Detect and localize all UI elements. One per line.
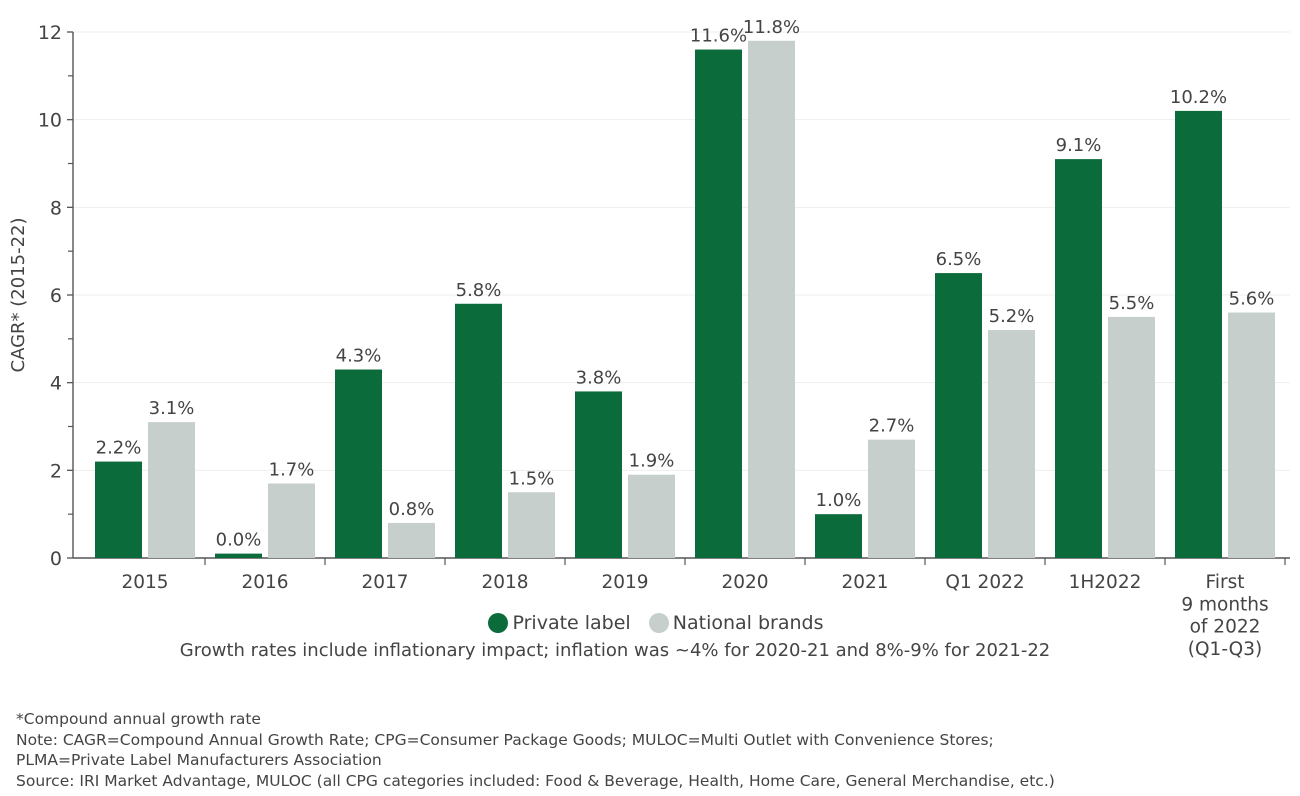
bar-private-label	[95, 461, 142, 558]
bar-national-brands	[748, 40, 795, 559]
data-label: 0.0%	[216, 530, 262, 551]
data-label: 11.8%	[743, 17, 800, 38]
bar-private-label	[335, 369, 382, 558]
legend-swatch-national-brands	[648, 612, 669, 633]
bar-private-label	[1175, 110, 1222, 559]
data-label: 5.5%	[1109, 293, 1155, 314]
data-label: 4.3%	[336, 346, 382, 367]
footnote: Source: IRI Market Advantage, MULOC (all…	[16, 771, 1055, 790]
x-tick-label: 2016	[241, 572, 288, 593]
bar-chart: 0 2 4 6 8 10 12 CAGR* (2015-22) 2.2% 3.1% 2015 0.0%…	[8, 17, 1290, 660]
bar-national-brands	[1228, 312, 1275, 558]
data-label: 1.9%	[629, 451, 675, 472]
legend-label-national-brands: National brands	[672, 611, 824, 634]
legend: Private label National brands	[0, 611, 1300, 634]
x-tick-label: 2015	[121, 572, 168, 593]
y-tick-label: 2	[50, 460, 62, 482]
bar-national-brands	[988, 330, 1035, 558]
data-label: 1.7%	[269, 459, 315, 480]
footnote: *Compound annual growth rate	[16, 710, 261, 728]
y-tick-label: 0	[50, 548, 62, 570]
data-label: 9.1%	[1056, 135, 1102, 156]
bar-national-brands	[868, 439, 915, 558]
y-tick-label: 8	[50, 197, 62, 219]
bar-private-label	[815, 514, 862, 558]
y-tick-label: 10	[38, 110, 62, 132]
bar-national-brands	[268, 483, 315, 558]
data-label: 1.5%	[509, 468, 555, 489]
x-tick-label: 2017	[361, 572, 408, 593]
legend-swatch-private-label	[488, 612, 509, 633]
data-label: 1.0%	[816, 490, 862, 511]
bar-private-label	[575, 391, 622, 558]
data-label: 0.8%	[389, 499, 435, 520]
x-tick-label: 2018	[481, 572, 528, 593]
legend-label-private-label: Private label	[512, 611, 631, 634]
x-tick-label: 2019	[601, 572, 648, 593]
y-axis-label: CAGR* (2015-22)	[8, 218, 29, 373]
data-label: 2.7%	[869, 416, 915, 437]
bar-national-brands	[388, 522, 435, 558]
data-label: 11.6%	[690, 26, 747, 47]
bar-national-brands	[1108, 316, 1155, 558]
footnotes: *Compound annual growth rate Note: CAGR=…	[16, 709, 1055, 791]
y-tick-label: 4	[50, 373, 62, 395]
footnote: Note: CAGR=Compound Annual Growth Rate; …	[16, 730, 994, 749]
x-tick-label: 2020	[721, 572, 768, 593]
data-label: 3.1%	[149, 398, 195, 419]
data-label: 10.2%	[1170, 87, 1227, 108]
data-label: 6.5%	[936, 249, 982, 270]
bar-private-label	[215, 553, 262, 558]
footnote: PLMA=Private Label Manufacturers Associa…	[16, 751, 382, 769]
x-tick-label: Q1 2022	[945, 572, 1024, 593]
x-tick-label: 1H2022	[1069, 572, 1142, 593]
data-label: 5.6%	[1229, 289, 1275, 310]
y-tick-label: 12	[38, 22, 62, 44]
y-tick-label: 6	[50, 285, 62, 307]
bar-private-label	[455, 303, 502, 558]
data-label: 5.2%	[989, 306, 1035, 327]
x-tick-label: First	[1206, 572, 1245, 593]
bar-private-label	[695, 49, 742, 559]
data-label: 3.8%	[576, 367, 622, 388]
chart-note: Growth rates include inflationary impact…	[179, 640, 1051, 661]
x-tick-label: 2021	[841, 572, 888, 593]
data-label: 2.2%	[96, 438, 142, 459]
bar-national-brands	[148, 422, 195, 558]
x-tick-label: 9 months	[1181, 594, 1268, 615]
bar-private-label	[1055, 159, 1102, 558]
bar-national-brands	[508, 492, 555, 558]
x-tick-label: (Q1-Q3)	[1188, 639, 1262, 660]
x-tick-label: of 2022	[1190, 617, 1261, 638]
bar-national-brands	[628, 474, 675, 558]
bar-private-label	[935, 273, 982, 558]
data-label: 5.8%	[456, 280, 502, 301]
